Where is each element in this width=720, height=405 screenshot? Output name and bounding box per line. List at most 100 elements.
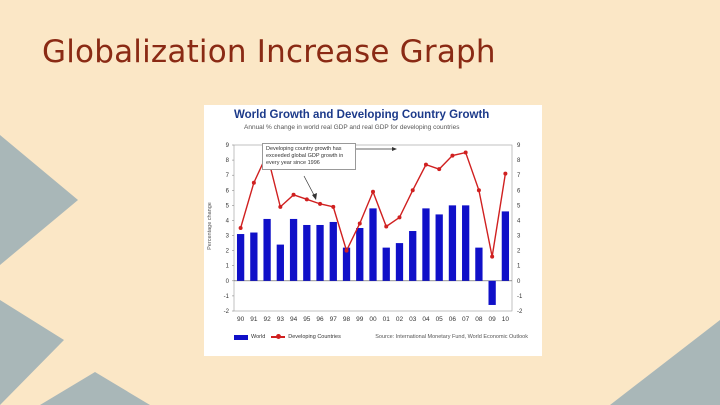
bar-world	[356, 228, 364, 281]
point-developing	[450, 153, 455, 158]
chart-source: Source: International Monetary Fund, Wor…	[375, 334, 528, 340]
slide-title: Globalization Increase Graph	[42, 34, 496, 70]
point-developing	[423, 162, 428, 167]
point-developing	[437, 167, 442, 172]
point-developing	[238, 226, 243, 230]
x-tick-label: 95	[303, 316, 311, 323]
y-tick-label-left: 6	[226, 188, 230, 194]
x-tick-label: 06	[449, 316, 457, 323]
annotation-arrowhead-right	[392, 147, 397, 151]
y-tick-label-right: -2	[517, 309, 523, 315]
point-developing	[291, 192, 296, 197]
x-tick-label: 91	[250, 316, 258, 323]
bar-world	[435, 214, 443, 281]
y-tick-label-right: 1	[517, 264, 521, 270]
chart-subtitle: Annual % change in world real GDP and re…	[244, 124, 460, 131]
plot-frame	[233, 144, 513, 312]
x-tick-label: 96	[316, 316, 324, 323]
bar-world	[342, 247, 351, 281]
bar-world	[409, 231, 417, 281]
point-developing	[503, 171, 508, 176]
y-tick-label-left: -1	[224, 294, 230, 300]
chart-card: -2 -2 -1 -1 0 0 1 1 2 2 3 3 4 4 5 5 6 6 7 7 8 8 9 9 90 91 92 93 94 95…	[204, 105, 542, 356]
x-tick-label: 03	[409, 316, 417, 323]
y-tick-label-left: 8	[226, 158, 230, 164]
x-tick-label: 00	[369, 316, 377, 323]
chart-title: World Growth and Developing Country Grow…	[234, 109, 490, 121]
point-developing	[304, 197, 309, 202]
bar-world	[289, 218, 298, 281]
point-developing	[344, 248, 349, 253]
point-developing	[251, 180, 256, 185]
y-tick-label-left: 2	[226, 249, 230, 255]
y-tick-label-right: 6	[517, 188, 521, 194]
bar-world	[250, 232, 258, 281]
y-tick-label-right: -1	[517, 294, 523, 300]
x-tick-label: 05	[436, 316, 444, 323]
x-tick-label: 10	[502, 316, 510, 323]
point-developing	[463, 150, 468, 155]
bar-world	[422, 208, 430, 281]
point-developing	[490, 254, 495, 259]
chart-ylabel: Percentage change	[206, 202, 213, 250]
bar-world	[263, 218, 271, 281]
point-developing	[371, 189, 375, 194]
y-tick-label-left: 3	[226, 234, 230, 240]
deco-shape-left-upper	[0, 135, 78, 265]
deco-shape-left-lower	[0, 300, 64, 405]
bar-world	[475, 247, 483, 281]
point-developing	[357, 221, 362, 226]
y-tick-label-left: 4	[226, 218, 230, 224]
x-tick-label: 01	[383, 316, 391, 323]
deco-shape-bottom	[40, 372, 150, 405]
point-developing	[318, 201, 323, 206]
x-tick-label: 02	[396, 316, 404, 323]
y-tick-label-right: 0	[517, 279, 521, 285]
x-tick-label: 08	[475, 316, 483, 323]
bar-world	[236, 234, 245, 281]
y-tick-label-right: 2	[517, 249, 521, 255]
bar-world	[316, 224, 324, 281]
x-tick-label: 99	[356, 316, 364, 323]
x-tick-label: 90	[237, 316, 245, 323]
chart: -2 -2-1 -10 01 12 23 34 45 56 67 78 89 990 91 92 93 94 95…	[224, 143, 523, 323]
bar-world	[382, 247, 390, 281]
point-developing	[331, 204, 336, 209]
point-developing	[476, 188, 481, 193]
x-tick-label: 93	[277, 316, 285, 323]
point-developing	[384, 224, 389, 229]
bar-world	[488, 280, 496, 305]
y-tick-label-left: 7	[226, 173, 230, 179]
y-tick-label-right: 3	[517, 234, 521, 240]
x-tick-label: 92	[263, 316, 271, 323]
point-developing	[278, 204, 283, 209]
bar-world	[329, 221, 337, 281]
legend-item-world: World	[234, 334, 265, 340]
x-tick-label: 97	[330, 316, 338, 323]
legend-label-developing: Developing Countries	[288, 334, 341, 340]
y-tick-label-right: 8	[517, 158, 521, 164]
x-tick-label: 98	[343, 316, 351, 323]
y-tick-label-right: 5	[517, 203, 521, 209]
y-tick-label-right: 9	[517, 143, 521, 149]
y-tick-label-left: 1	[226, 264, 230, 270]
bar-world	[369, 208, 377, 281]
y-tick-label-right: 7	[517, 173, 521, 179]
y-tick-label-left: 0	[226, 279, 230, 285]
chart-annotation: Developing country growth has exceeded g…	[262, 143, 356, 170]
x-tick-label: 94	[290, 316, 298, 323]
legend-swatch-developing	[271, 334, 286, 339]
x-tick-label: 07	[462, 316, 470, 323]
bar-world	[462, 205, 470, 281]
point-developing	[410, 188, 415, 193]
bar-world	[303, 224, 311, 281]
point-developing	[397, 215, 402, 220]
legend-label-world: World	[251, 334, 266, 340]
bar-world	[501, 211, 510, 281]
legend-item-developing: Developing Countries	[271, 334, 341, 340]
y-tick-label-left: -2	[224, 309, 230, 315]
legend-swatch-world	[234, 334, 248, 340]
annotation-arrow-down	[303, 175, 315, 196]
x-tick-label: 09	[489, 316, 497, 323]
